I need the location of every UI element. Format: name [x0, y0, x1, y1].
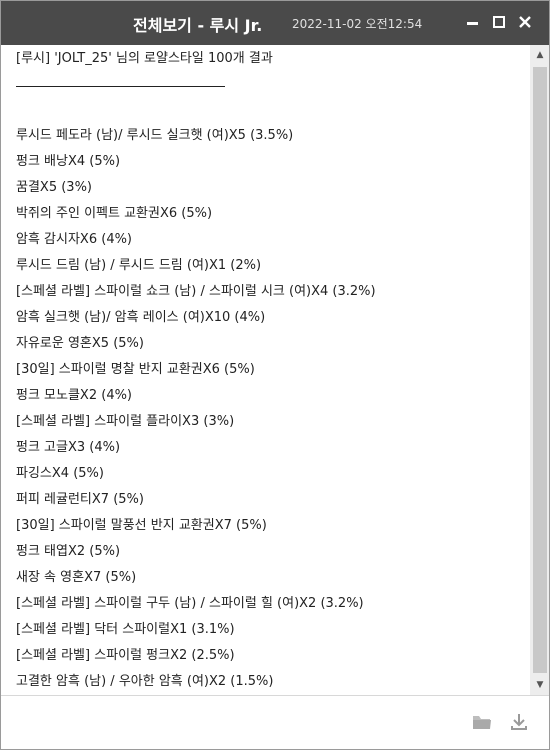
scroll-thumb[interactable] [533, 67, 547, 673]
result-line: 펑크 고글X3 (4%) [16, 440, 121, 455]
close-icon [519, 16, 531, 28]
result-line: 펑크 태엽X2 (5%) [16, 544, 121, 559]
close-button[interactable] [516, 13, 534, 31]
minimize-button[interactable] [463, 13, 481, 31]
result-line: 박쥐의 주인 이펙트 교환권X6 (5%) [16, 206, 213, 221]
scroll-down-icon[interactable]: ▼ [536, 680, 544, 690]
result-text-area[interactable]: [루시] 'JOLT_25' 님의 로얄스타일 100개 결과 루시드 페도라 … [0, 45, 530, 695]
result-line: 자유로운 영혼X5 (5%) [16, 336, 144, 351]
scroll-up-icon[interactable]: ▲ [536, 50, 544, 60]
window-datetime: 2022-11-02 오전12:54 [292, 17, 423, 31]
result-line: [30일] 스파이럴 말풍선 반지 교환권X7 (5%) [16, 518, 267, 533]
open-folder-button[interactable] [472, 713, 492, 733]
window-title: 전체보기 - 루시 Jr. [133, 16, 263, 35]
result-line: 루시드 페도라 (남)/ 루시드 실크햇 (여)X5 (3.5%) [16, 128, 294, 143]
result-line: 새장 속 영혼X7 (5%) [16, 570, 137, 585]
result-line: 암흑 실크햇 (남)/ 암흑 레이스 (여)X10 (4%) [16, 310, 266, 325]
download-button[interactable] [510, 713, 530, 733]
minimize-icon [466, 22, 478, 25]
folder-icon [473, 716, 491, 729]
result-line: 펑크 모노클X2 (4%) [16, 388, 133, 403]
result-line: [스페셜 라벨] 닥터 스파이럴X1 (3.1%) [16, 622, 235, 637]
result-line: 꿈결X5 (3%) [16, 180, 92, 195]
footer-bar [0, 695, 550, 751]
maximize-icon [493, 16, 505, 28]
result-header: [루시] 'JOLT_25' 님의 로얄스타일 100개 결과 [16, 51, 273, 66]
result-line: [스페셜 라벨] 스파이럴 구두 (남) / 스파이럴 힐 (여)X2 (3.2… [16, 596, 364, 611]
maximize-button[interactable] [490, 13, 508, 31]
result-line: 파깅스X4 (5%) [16, 466, 104, 481]
header-divider [16, 86, 225, 87]
result-line: [스페셜 라벨] 스파이럴 플라이X3 (3%) [16, 414, 235, 429]
result-line: 암흑 감시자X6 (4%) [16, 232, 133, 247]
download-icon [511, 714, 527, 730]
vertical-scrollbar[interactable]: ▲ ▼ [530, 45, 550, 695]
result-line: 펑크 배낭X4 (5%) [16, 154, 121, 169]
result-line: 루시드 드림 (남) / 루시드 드림 (여)X1 (2%) [16, 258, 262, 273]
result-line: [스페셜 라벨] 스파이럴 쇼크 (남) / 스파이럴 시크 (여)X4 (3.… [16, 284, 376, 299]
result-line: [스페셜 라벨] 스파이럴 펑크X2 (2.5%) [16, 648, 235, 663]
title-bar: 전체보기 - 루시 Jr. 2022-11-02 오전12:54 [0, 0, 550, 45]
result-line: 퍼피 레귤런티X7 (5%) [16, 492, 144, 507]
result-line: 고결한 암흑 (남) / 우아한 암흑 (여)X2 (1.5%) [16, 674, 274, 689]
result-line: [30일] 스파이럴 명찰 반지 교환권X6 (5%) [16, 362, 255, 377]
